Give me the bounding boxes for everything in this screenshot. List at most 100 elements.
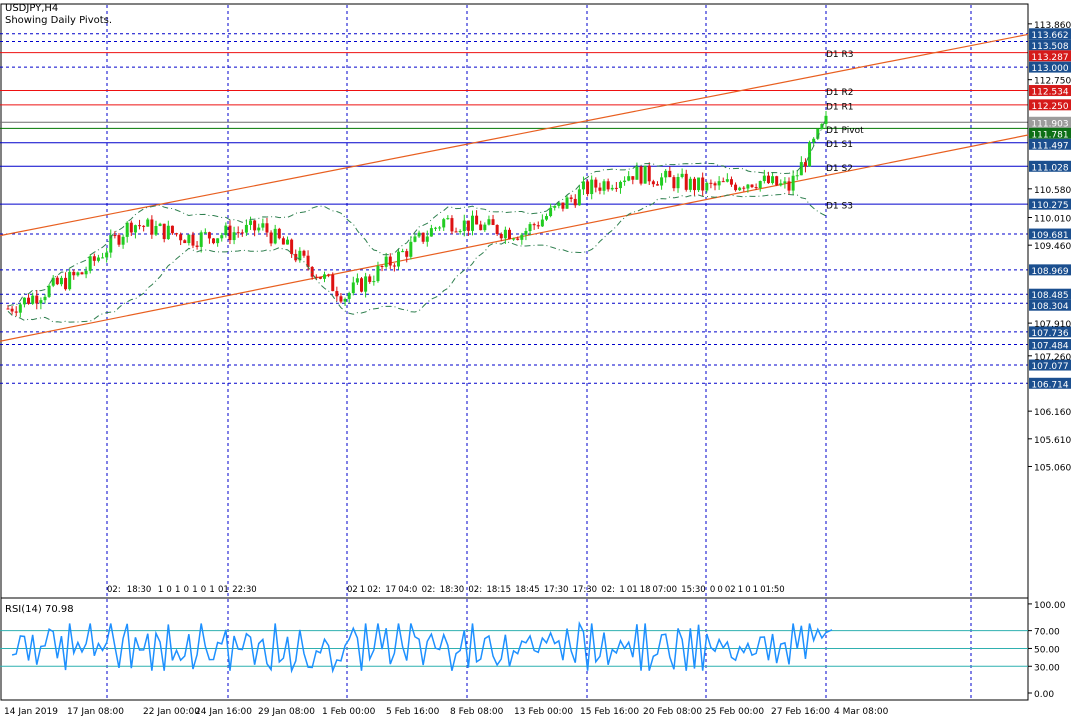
candle-body (540, 219, 544, 227)
price-axis-label: 107.260 (1034, 353, 1071, 363)
candle-body (257, 227, 261, 231)
time-strip-label: 01:50 (760, 585, 785, 595)
candle-body (401, 251, 405, 253)
price-axis-label: 110.580 (1034, 186, 1071, 196)
candle-body (688, 178, 692, 190)
candle-body (742, 187, 746, 189)
candle-body (820, 123, 824, 129)
candle-body (586, 181, 590, 195)
candle-body (590, 179, 594, 195)
candle-body (627, 176, 631, 181)
candle-body (142, 225, 146, 227)
candle-body (273, 228, 277, 244)
candle-body (684, 173, 688, 190)
candle-body (672, 177, 676, 189)
trend-channel-line (0, 33, 1029, 237)
candle-body (372, 281, 376, 283)
candle-body (725, 179, 729, 182)
candle-body (499, 233, 503, 239)
candle-body (664, 170, 668, 178)
candle-body (606, 181, 610, 190)
time-strip-label: 17 (385, 585, 396, 595)
price-axis-label: 105.060 (1034, 463, 1071, 473)
candle-body (528, 224, 532, 232)
candle-body (335, 291, 339, 297)
candle-body (331, 274, 335, 292)
candle-body (113, 235, 117, 237)
pivot-label: D1 S3 (826, 202, 853, 212)
candle-body (758, 181, 762, 189)
time-strip-label: 0 (201, 585, 206, 595)
candle-body (458, 231, 462, 233)
price-axis-label: 107.910 (1034, 320, 1071, 330)
price-level-label: 113.287 (1031, 53, 1068, 63)
price-level-tag (1029, 39, 1071, 51)
time-strip-label: 18 (640, 585, 651, 595)
time-strip-label: 02 (347, 585, 358, 595)
candle-body (109, 235, 113, 253)
time-axis-label: 29 Jan 08:00 (258, 707, 315, 717)
candle-body (470, 215, 474, 231)
candle-body (762, 175, 766, 182)
price-level-tag (1029, 377, 1071, 389)
candle-body (799, 162, 803, 176)
rsi-axis-label: 30.00 (1034, 663, 1060, 673)
candle-body (64, 277, 68, 290)
time-strip-label: 04:0 (398, 585, 417, 595)
time-strip-label: 18:45 (515, 585, 540, 595)
candle-body (175, 233, 179, 235)
time-strip-label: 02 (725, 585, 736, 595)
candle-body (721, 181, 725, 183)
candle-body (224, 225, 228, 236)
candle-body (92, 256, 96, 261)
candle-body (729, 179, 733, 185)
main-chart-frame (0, 3, 1029, 599)
candle-body (701, 177, 705, 191)
time-axis-label: 8 Feb 08:00 (450, 707, 504, 717)
candle-body (84, 270, 88, 275)
candle-body (35, 295, 39, 304)
price-axis-label: 106.160 (1034, 408, 1071, 418)
price-level-label: 108.304 (1031, 302, 1068, 312)
candle-body (129, 222, 133, 233)
pivot-label: D1 S1 (826, 140, 853, 150)
candle-body (220, 235, 224, 239)
candle-body (421, 232, 425, 242)
candle-body (713, 183, 717, 186)
candle-body (487, 219, 491, 225)
time-strip-label: 02: (367, 585, 381, 595)
candle-body (417, 232, 421, 237)
candle-body (495, 224, 499, 234)
candle-body (179, 234, 183, 241)
time-axis-label: 15 Feb 16:00 (580, 707, 639, 717)
price-level-tag (1029, 326, 1071, 338)
candle-body (812, 138, 816, 143)
candle-body (162, 223, 166, 240)
candle-body (236, 232, 240, 234)
candle-body (261, 223, 265, 228)
candle-body (594, 179, 598, 188)
candle-body (339, 296, 343, 302)
candle-body (392, 265, 396, 267)
price-level-tag (1029, 116, 1071, 128)
candle-body (323, 274, 327, 279)
candle-body (623, 180, 627, 182)
candle-body (244, 224, 248, 233)
candle-body (310, 266, 314, 277)
candle-body (203, 232, 207, 234)
candle-body (779, 183, 783, 186)
candle-body (479, 224, 483, 231)
candle-body (318, 276, 322, 279)
candle-body (643, 165, 647, 184)
candle-body (512, 238, 516, 240)
time-strip-label: 01 (627, 585, 638, 595)
time-axis-label: 20 Feb 08:00 (643, 707, 702, 717)
time-axis-label: 22 Jan 00:00 (143, 707, 200, 717)
price-level-label: 107.736 (1031, 329, 1068, 339)
candle-body (31, 295, 35, 304)
candle-body (405, 251, 409, 257)
time-strip-label: 1 (360, 585, 365, 595)
time-axis-label: 5 Feb 16:00 (386, 707, 440, 717)
chart-symbol-label: USDJPY,H4 (5, 3, 59, 14)
